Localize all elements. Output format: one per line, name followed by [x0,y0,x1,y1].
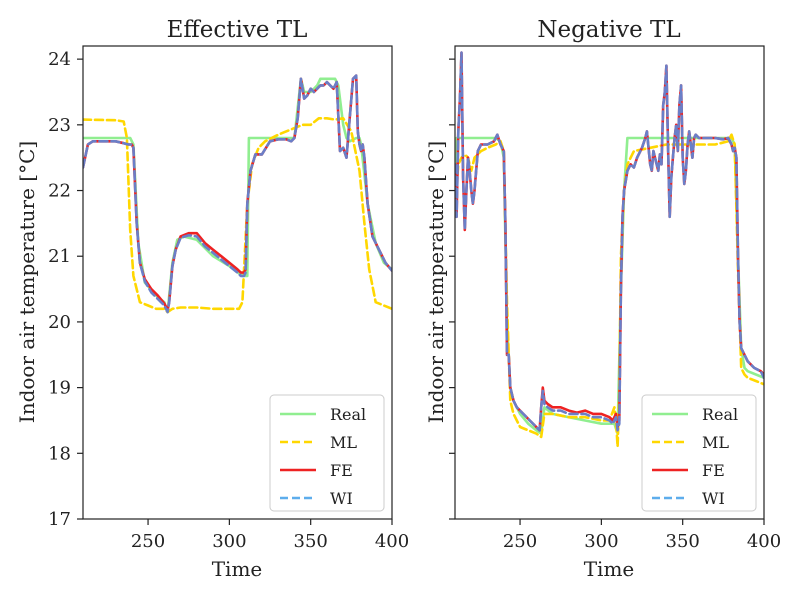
series-line-ml [455,133,764,449]
legend-label-real: Real [330,405,366,424]
series-line-wi [83,74,392,314]
plot-area: 250 300 350 400 17 18 19 20 21 22 23 24 [48,45,409,552]
y-tick-label: 19 [48,378,71,399]
y-tick-label: 24 [48,49,71,70]
y-tick-label: 20 [48,312,71,333]
chart-title: Negative TL [537,17,680,43]
legend-label-wi: WI [702,489,725,508]
panel-effective-tl: Effective TL Time Indoor air temperature… [15,17,409,581]
x-tick-label: 300 [584,531,618,552]
y-axis-label: Indoor air temperature [°C] [15,141,39,423]
x-tick-label: 300 [212,531,246,552]
x-axis-label: Time [584,557,635,581]
axes-frame [454,45,765,520]
y-tick-label: 21 [48,246,71,267]
legend-label-ml: ML [702,433,729,452]
legend-label-ml: ML [330,433,357,452]
legend: Real ML FE WI [641,394,757,512]
legend-box [641,394,757,512]
y-tick-label: 23 [48,115,71,136]
chart-title: Effective TL [167,17,308,43]
x-tick-label: 350 [666,531,700,552]
plot-area: 250 300 350 400 [449,45,781,552]
x-tick-label: 250 [503,531,537,552]
x-tick-label: 400 [747,531,781,552]
legend-label-wi: WI [330,489,353,508]
legend-box [269,394,385,512]
legend: Real ML FE WI [269,394,385,512]
axes-frame [82,45,393,520]
y-tick-label: 17 [48,509,71,530]
y-axis-label: Indoor air temperature [°C] [424,141,448,423]
x-tick-label: 250 [131,531,165,552]
x-axis-label: Time [212,557,263,581]
y-tick-label: 22 [48,181,71,202]
x-tick-label: 350 [294,531,328,552]
y-tick-label: 18 [48,443,71,464]
legend-label-fe: FE [702,461,725,480]
legend-label-fe: FE [330,461,353,480]
panel-negative-tl: Negative TL Time Indoor air temperature … [424,17,781,581]
series-line-wi [455,51,764,432]
x-tick-label: 400 [375,531,409,552]
legend-label-real: Real [702,405,738,424]
